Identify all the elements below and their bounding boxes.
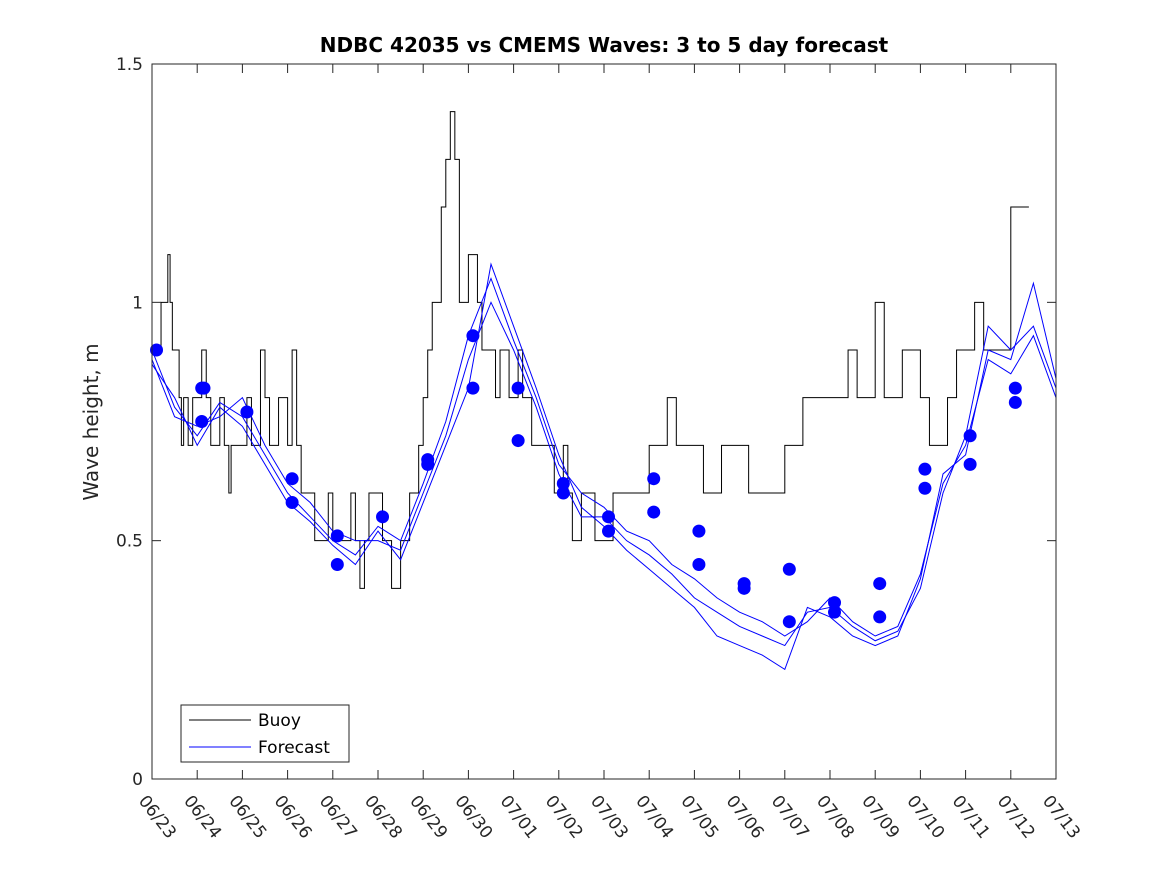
forecast-marker — [376, 510, 390, 524]
forecast-marker — [737, 581, 751, 595]
forecast-marker — [963, 429, 977, 443]
forecast-marker — [692, 558, 706, 571]
series-forecast-run-1 — [151, 277, 1057, 637]
legend-box — [180, 704, 350, 763]
series-forecast-run-3 — [151, 262, 1057, 671]
legend-entry: Buoy — [258, 711, 301, 731]
series-buoy — [152, 111, 1029, 589]
forecast-marker — [828, 596, 842, 610]
forecast-marker — [240, 405, 254, 419]
forecast-marker — [828, 605, 842, 619]
forecast-marker — [195, 415, 209, 428]
forecast-marker — [782, 615, 796, 629]
forecast-marker — [692, 524, 706, 538]
legend: Buoy Forecast — [180, 704, 350, 763]
forecast-marker — [782, 562, 796, 576]
forecast-marker — [466, 329, 480, 343]
forecast-marker — [511, 381, 525, 395]
forecast-marker — [556, 476, 570, 490]
y-tick-label: 0 — [132, 770, 143, 790]
forecast-marker — [647, 505, 661, 519]
forecast-marker — [197, 381, 211, 395]
forecast-marker — [647, 472, 661, 486]
y-tick-label: 1 — [132, 293, 143, 313]
forecast-marker — [511, 434, 525, 448]
forecast-marker — [873, 610, 887, 624]
forecast-marker — [330, 558, 344, 571]
plot-area — [152, 64, 1056, 779]
marker-layer — [150, 329, 1022, 629]
y-axis-label: Wave height, m — [79, 343, 103, 500]
forecast-marker — [466, 381, 480, 395]
plot-background — [152, 64, 1056, 779]
y-tick-label: 0.5 — [116, 532, 143, 552]
forecast-marker — [873, 577, 887, 591]
forecast-marker — [285, 472, 299, 486]
y-tick-label: 1.5 — [116, 55, 143, 75]
forecast-marker — [918, 481, 932, 495]
forecast-marker — [963, 457, 977, 471]
forecast-marker — [918, 462, 932, 476]
forecast-marker — [602, 524, 616, 538]
forecast-marker — [556, 486, 570, 500]
forecast-marker — [150, 343, 164, 357]
forecast-marker — [1008, 381, 1022, 395]
forecast-marker — [602, 510, 616, 524]
forecast-marker — [330, 529, 344, 543]
chart-title: NDBC 42035 vs CMEMS Waves: 3 to 5 day fo… — [320, 33, 889, 57]
forecast-marker — [285, 496, 299, 510]
forecast-marker — [421, 457, 435, 471]
legend-entry: Forecast — [258, 738, 330, 758]
forecast-marker — [1008, 395, 1022, 409]
